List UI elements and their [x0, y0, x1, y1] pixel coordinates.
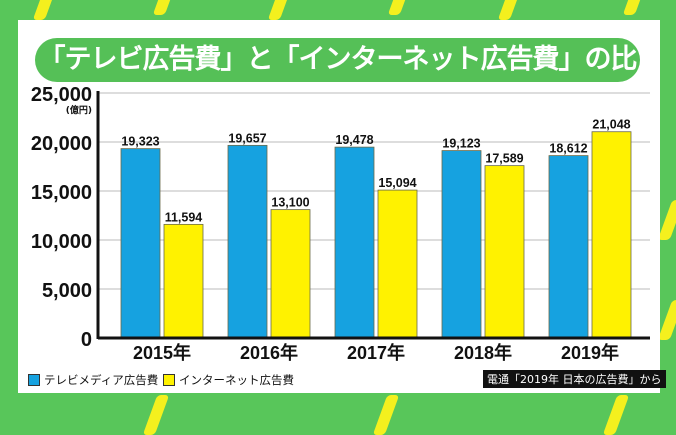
bar-internet — [591, 131, 632, 339]
data-label: 13,100 — [271, 196, 309, 210]
bar-tv — [227, 144, 268, 339]
data-label: 15,094 — [378, 176, 416, 190]
x-tick-label: 2017年 — [347, 342, 405, 363]
x-tick-label: 2016年 — [240, 342, 298, 363]
bar-internet — [270, 209, 311, 339]
source-note: 電通「2019年 日本の広告費」から — [483, 370, 666, 388]
legend-swatch-internet — [163, 374, 175, 386]
data-label: 19,657 — [228, 131, 266, 145]
y-tick-label: 10,000 — [31, 231, 92, 253]
y-tick-label: 25,000 — [31, 84, 92, 106]
data-label: 11,594 — [165, 210, 203, 224]
x-tick-label: 2015年 — [133, 342, 191, 363]
legend-item-tv: テレビメディア広告費 — [28, 372, 158, 388]
data-label: 17,589 — [485, 152, 523, 166]
x-tick-label: 2018年 — [454, 342, 512, 363]
bar-chart: 0 5,000 10,000 15,000 20,000 25,000(億円) 19,323… — [31, 84, 650, 363]
legend-label-internet: インターネット広告費 — [179, 373, 294, 387]
bar-internet — [377, 189, 418, 339]
y-tick-label: 20,000 — [31, 133, 92, 155]
data-label: 21,048 — [592, 118, 630, 132]
legend-item-internet: インターネット広告費 — [163, 372, 294, 388]
y-unit-label: (億円) — [66, 104, 92, 116]
y-tick-label: 0 — [81, 329, 92, 351]
bar-internet — [484, 165, 525, 339]
bar-tv — [120, 148, 161, 339]
y-tick-label: 15,000 — [31, 182, 92, 204]
data-label: 18,612 — [549, 142, 587, 156]
y-tick-label: 5,000 — [42, 280, 92, 302]
x-tick-label: 2019年 — [561, 342, 619, 363]
legend-swatch-tv — [28, 374, 40, 386]
bar-tv — [441, 150, 482, 339]
data-label: 19,323 — [121, 135, 159, 149]
bar-internet — [163, 223, 204, 339]
legend-label-tv: テレビメディア広告費 — [44, 373, 159, 387]
bar-tv — [548, 155, 589, 339]
bar-tv — [334, 146, 375, 339]
data-label: 19,123 — [442, 137, 480, 151]
data-label: 19,478 — [335, 133, 373, 147]
